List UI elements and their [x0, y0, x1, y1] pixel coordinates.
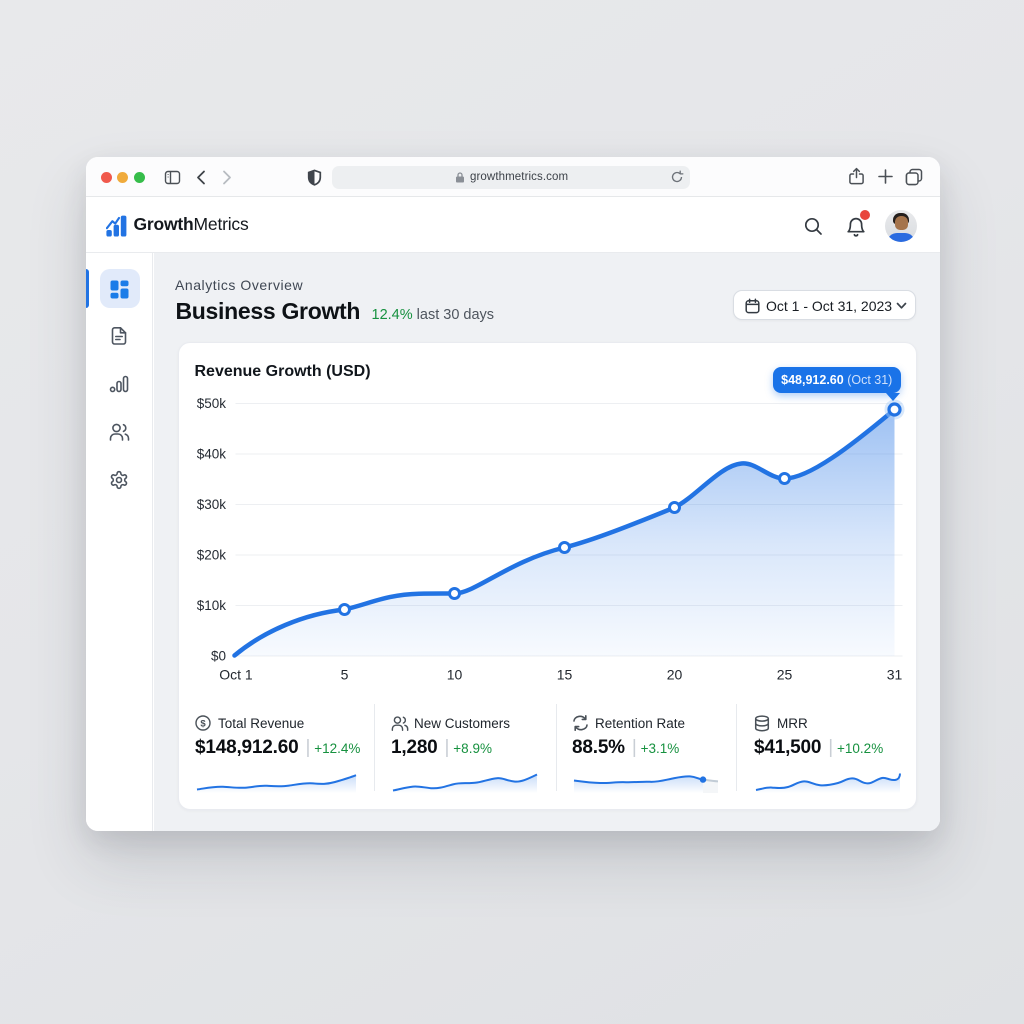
svg-text:25: 25 — [776, 666, 792, 682]
svg-text:10: 10 — [446, 666, 462, 682]
svg-text:20: 20 — [666, 666, 682, 682]
svg-text:$0: $0 — [210, 648, 225, 663]
svg-text:$50k: $50k — [196, 396, 226, 411]
svg-text:$40k: $40k — [196, 446, 226, 461]
svg-text:5: 5 — [340, 666, 348, 682]
svg-text:Oct 1: Oct 1 — [219, 666, 253, 682]
svg-text:15: 15 — [556, 666, 572, 682]
svg-text:$30k: $30k — [196, 497, 226, 512]
svg-text:31: 31 — [886, 666, 902, 682]
svg-text:$20k: $20k — [196, 547, 226, 562]
svg-text:$: $ — [200, 718, 206, 729]
svg-text:$10k: $10k — [196, 598, 226, 613]
